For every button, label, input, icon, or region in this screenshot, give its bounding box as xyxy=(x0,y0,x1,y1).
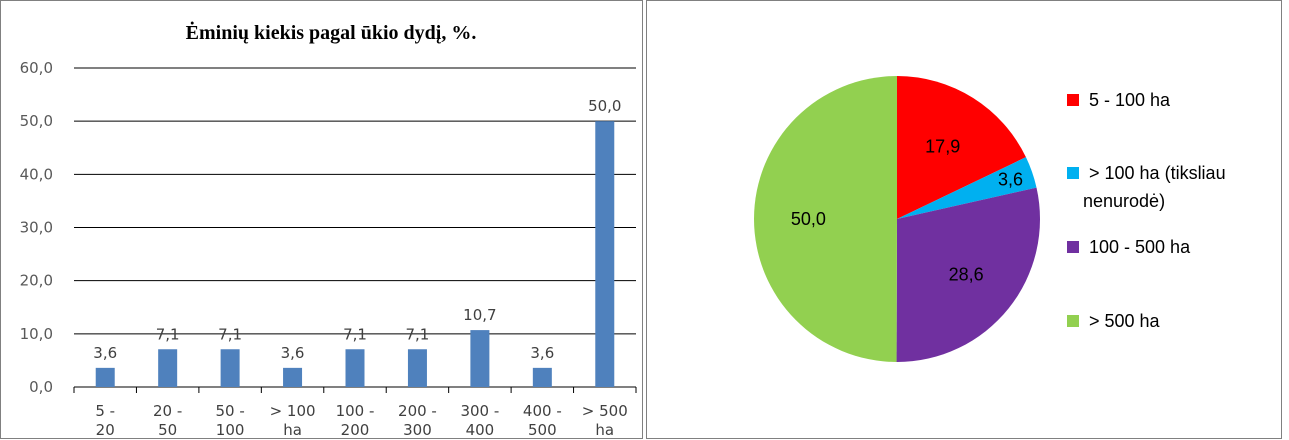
x-category-label: 500 xyxy=(528,421,557,439)
y-tick-label: 0,0 xyxy=(29,378,53,396)
x-category-label: > 100 xyxy=(270,402,316,420)
pie-slice xyxy=(896,187,1040,362)
x-category-label: 300 xyxy=(403,421,432,439)
data-label: 7,1 xyxy=(343,325,367,343)
pie-slice xyxy=(897,157,1037,219)
data-label: 3,6 xyxy=(530,344,554,362)
bar-chart: Ėminių kiekis pagal ūkio dydį, %. 0,0 10,… xyxy=(20,20,637,439)
bar-chart-panel: Ėminių kiekis pagal ūkio dydį, %. 0,0 10,… xyxy=(0,0,643,439)
y-tick-label: 60,0 xyxy=(20,59,53,77)
legend-swatch xyxy=(1067,167,1079,179)
x-category-label: 50 xyxy=(158,421,177,439)
x-category-label: > 500 xyxy=(582,402,628,420)
y-tick-label: 50,0 xyxy=(20,112,53,130)
x-category-label: 100 xyxy=(216,421,245,439)
legend-swatch xyxy=(1067,94,1079,106)
pie-chart: 17,9 3,6 28,6 50,0 5 - 100 ha > 100 ha (tiks… xyxy=(754,76,1226,362)
data-label: 3,6 xyxy=(93,344,117,362)
legend-swatch xyxy=(1067,241,1079,253)
bar xyxy=(283,367,303,387)
data-label: 7,1 xyxy=(406,325,430,343)
x-category-label: 200 - xyxy=(398,402,437,420)
bar xyxy=(345,349,365,387)
bar xyxy=(407,349,427,387)
x-category-label: ha xyxy=(595,421,614,439)
x-category-label: 50 - xyxy=(215,402,244,420)
pie-slice xyxy=(754,76,897,362)
y-tick-label: 10,0 xyxy=(20,325,53,343)
pie-slice xyxy=(897,76,1026,219)
data-label: 7,1 xyxy=(156,325,180,343)
y-tick-label: 30,0 xyxy=(20,219,53,237)
x-category-label: 300 - xyxy=(460,402,499,420)
slice-label: 50,0 xyxy=(791,209,826,229)
slice-label: 17,9 xyxy=(925,136,960,156)
data-label: 10,7 xyxy=(463,306,496,324)
data-label: 50,0 xyxy=(588,97,621,115)
chart-title: Ėminių kiekis pagal ūkio dydį, %. xyxy=(186,20,477,44)
x-category-label: 20 xyxy=(96,421,115,439)
x-category-label: 5 - xyxy=(95,402,115,420)
bar xyxy=(532,367,552,387)
x-category-label: 400 xyxy=(466,421,495,439)
pie-chart-panel: 17,9 3,6 28,6 50,0 5 - 100 ha > 100 ha (tiks… xyxy=(646,0,1282,439)
x-category-label: 400 - xyxy=(523,402,562,420)
x-category-label: ha xyxy=(283,421,302,439)
legend-swatch xyxy=(1067,315,1079,327)
x-category-label: 20 - xyxy=(153,402,182,420)
legend-label: > 100 ha (tiksliau xyxy=(1089,163,1226,183)
bar xyxy=(220,349,240,387)
y-tick-label: 40,0 xyxy=(20,165,53,183)
legend-label: 5 - 100 ha xyxy=(1089,90,1171,110)
bar xyxy=(95,367,115,387)
bar xyxy=(158,349,178,387)
slice-label: 3,6 xyxy=(998,170,1023,190)
x-category-label: 200 xyxy=(341,421,370,439)
y-tick-label: 20,0 xyxy=(20,272,53,290)
slice-label: 28,6 xyxy=(949,264,984,284)
legend-label: > 500 ha xyxy=(1089,311,1161,331)
x-category-label: 100 - xyxy=(336,402,375,420)
bar xyxy=(470,330,490,387)
legend-label: 100 - 500 ha xyxy=(1089,237,1191,257)
data-label: 3,6 xyxy=(281,344,305,362)
bar xyxy=(595,121,615,388)
legend-label: nenurodė) xyxy=(1083,191,1165,211)
data-label: 7,1 xyxy=(218,325,242,343)
